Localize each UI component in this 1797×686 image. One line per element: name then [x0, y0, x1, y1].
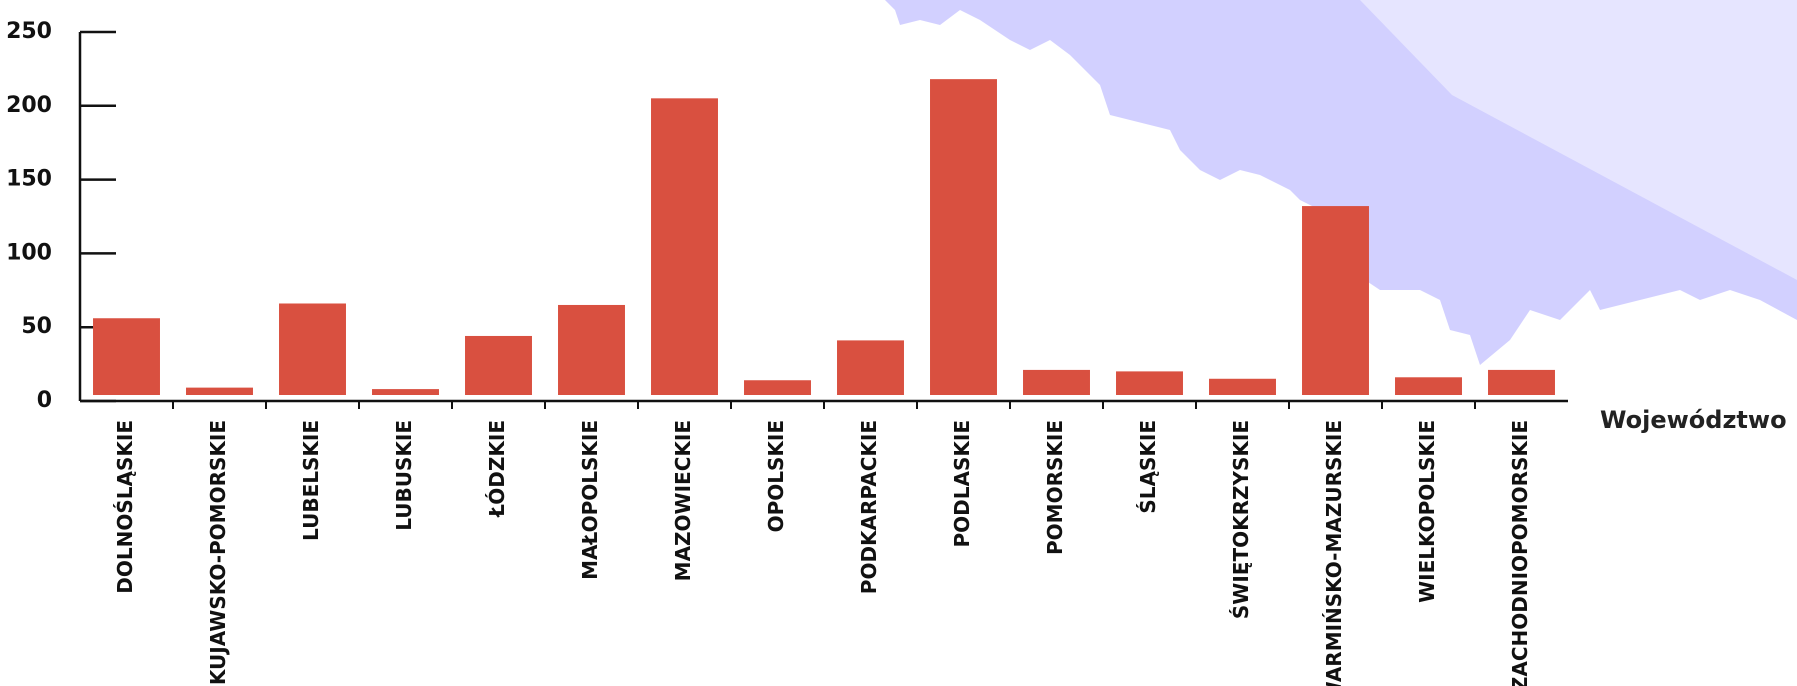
bar	[1209, 378, 1276, 395]
x-tick-label: LUBUSKIE	[392, 420, 416, 531]
bar	[93, 318, 160, 395]
bar	[1302, 206, 1369, 395]
x-tick-label: WIELKOPOLSKIE	[1415, 420, 1439, 603]
bar	[186, 387, 253, 395]
x-axis-label: Województwo	[1600, 406, 1787, 434]
bar	[744, 380, 811, 395]
x-tick-label: ŚLĄSKIE	[1136, 420, 1160, 514]
bar	[465, 335, 532, 395]
x-tick-label: PODLASKIE	[950, 420, 974, 548]
x-tick-label: ŚWIĘTOKRZYSKIE	[1229, 420, 1253, 619]
x-tick-label: WARMIŃSKO-MAZURSKIE	[1322, 420, 1346, 686]
x-tick-label: MAZOWIECKIE	[671, 420, 695, 581]
y-tick-label: 0	[37, 388, 52, 413]
bar	[372, 389, 439, 395]
bar	[651, 98, 718, 395]
bar	[1116, 371, 1183, 395]
bar	[1488, 369, 1555, 395]
bar	[279, 303, 346, 395]
x-tick-label: MAŁOPOLSKIE	[578, 420, 602, 580]
x-tick-label: KUJAWSKO-POMORSKIE	[206, 420, 230, 685]
bar	[930, 79, 997, 396]
y-tick-label: 100	[6, 240, 52, 265]
x-tick-label: LUBELSKIE	[299, 420, 323, 541]
y-tick-label: 200	[6, 93, 52, 118]
y-tick-label: 250	[6, 19, 52, 44]
x-tick-label: ŁÓDZKIE	[485, 420, 509, 518]
bar	[1023, 369, 1090, 395]
x-tick-label: PODKARPACKIE	[857, 420, 881, 594]
background-decoration	[885, 0, 1797, 365]
x-tick-label: ZACHODNIOPOMORSKIE	[1508, 420, 1532, 686]
y-tick-label: 150	[6, 167, 52, 192]
x-tick-label: POMORSKIE	[1043, 420, 1067, 555]
bar	[1395, 377, 1462, 395]
bar	[558, 304, 625, 395]
bar	[837, 340, 904, 395]
x-tick-label: DOLNOŚLĄSKIE	[113, 420, 137, 594]
y-tick-label: 50	[21, 314, 52, 339]
map-highlight	[1360, 0, 1797, 280]
x-tick-label: OPOLSKIE	[764, 420, 788, 532]
